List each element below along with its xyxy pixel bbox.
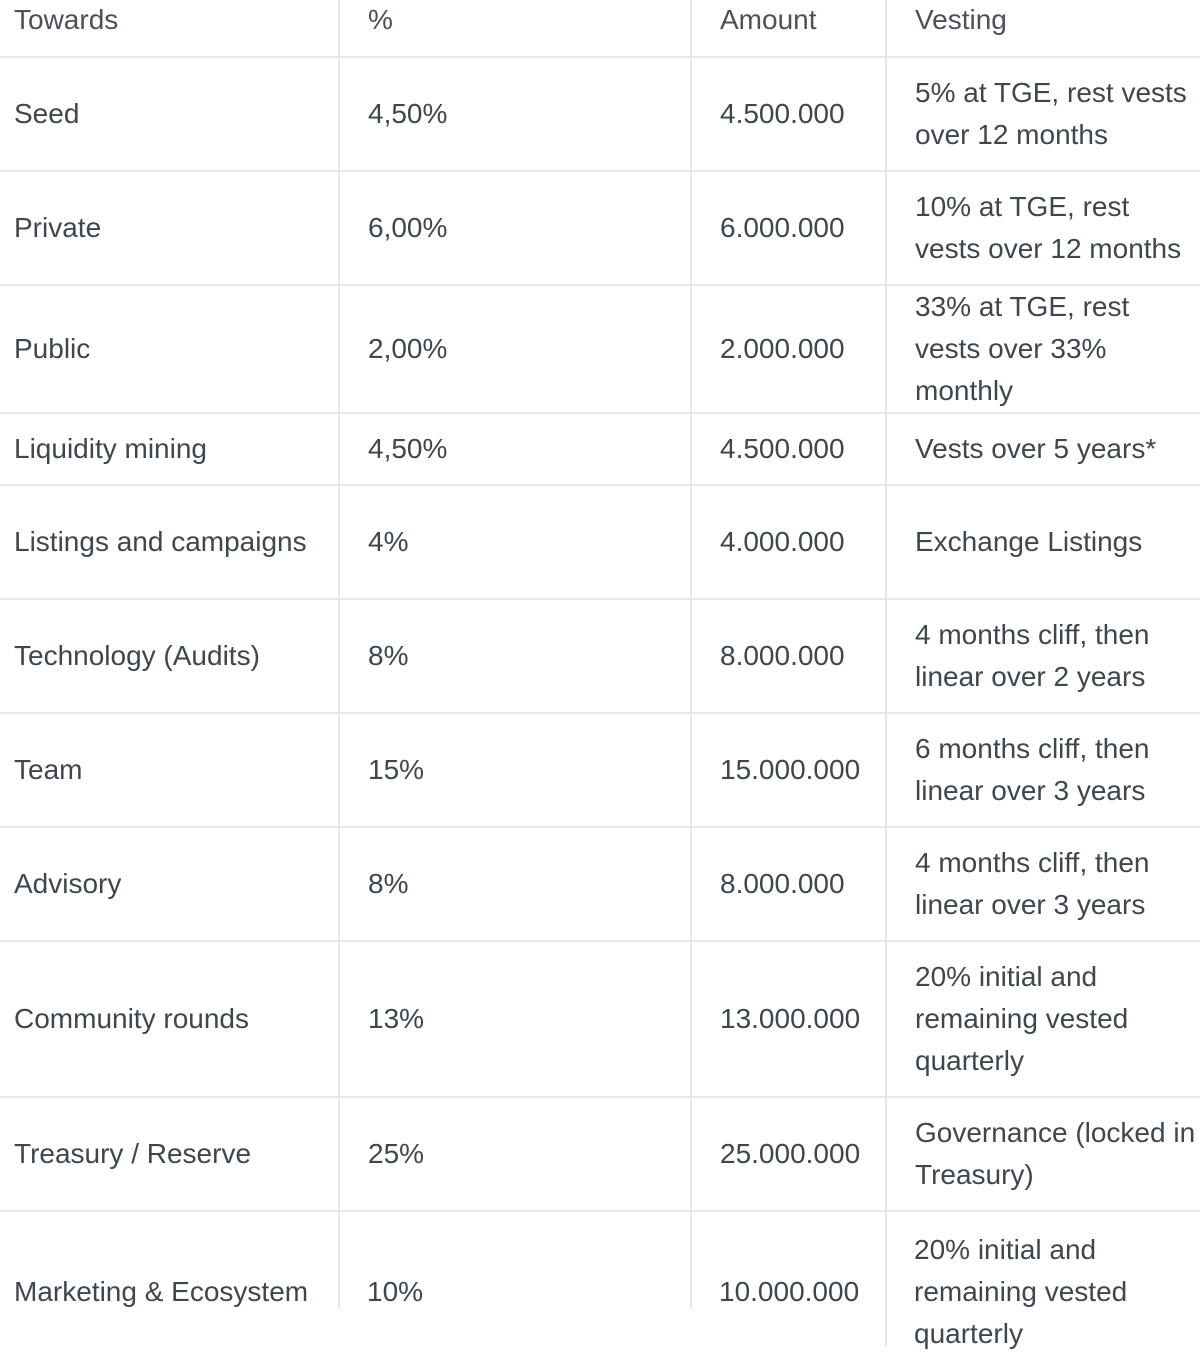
cell-amount: 8.000.000 bbox=[691, 827, 887, 941]
cell-amount: 13.000.000 bbox=[691, 941, 887, 1097]
cell-amount: 2.000.000 bbox=[691, 285, 887, 413]
cell-vesting: Governance (locked in Treasury) bbox=[915, 1117, 1196, 1190]
cell-percent: 8% bbox=[339, 827, 692, 941]
cell-percent: 4,50% bbox=[339, 413, 692, 485]
table-row: Private 6,00% 6.000.000 10% at TGE, rest… bbox=[0, 171, 1200, 285]
cell-vesting: Exchange Listings bbox=[915, 526, 1143, 557]
column-divider bbox=[338, 1202, 340, 1309]
table-row: Marketing & Ecosystem 10% 10.000.000 20%… bbox=[0, 1211, 1200, 1371]
table-row: Advisory 8% 8.000.000 4 months cliff, th… bbox=[0, 827, 1200, 941]
cell-vesting: 33% at TGE, rest vests over 33% monthly bbox=[915, 291, 1130, 406]
cell-towards: Treasury / Reserve bbox=[0, 1097, 340, 1211]
cell-percent: 2,00% bbox=[339, 285, 692, 413]
header-percent: % bbox=[339, 0, 692, 57]
cell-towards: Liquidity mining bbox=[0, 413, 340, 485]
table-row: Community rounds 13% 13.000.000 20% init… bbox=[0, 941, 1200, 1097]
cell-percent: 4,50% bbox=[339, 57, 692, 171]
cell-percent: 6,00% bbox=[339, 171, 692, 285]
cell-amount: 4.000.000 bbox=[691, 485, 887, 599]
cell-vesting: 20% initial and remaining vested quarter… bbox=[915, 961, 1129, 1076]
cell-vesting: 5% at TGE, rest vests over 12 months bbox=[915, 77, 1187, 150]
table-row: Team 15% 15.000.000 6 months cliff, then… bbox=[0, 713, 1200, 827]
table-row: Public 2,00% 2.000.000 33% at TGE, rest … bbox=[0, 285, 1200, 413]
cell-amount: 25.000.000 bbox=[691, 1097, 887, 1211]
cell-vesting: 20% initial and remaining vested quarter… bbox=[914, 1233, 1128, 1349]
cell-towards: Community rounds bbox=[0, 941, 340, 1097]
cell-amount: 4.500.000 bbox=[691, 57, 887, 171]
cell-towards: Advisory bbox=[0, 827, 340, 941]
table-header-row: Towards % Amount Vesting bbox=[0, 0, 1200, 57]
cell-amount: 15.000.000 bbox=[691, 713, 887, 827]
cell-amount: 10.000.000 bbox=[719, 1275, 860, 1307]
cell-towards: Technology (Audits) bbox=[0, 599, 340, 713]
cell-towards: Public bbox=[0, 285, 340, 413]
cell-percent: 25% bbox=[339, 1097, 692, 1211]
header-amount: Amount bbox=[691, 0, 887, 57]
table-row: Listings and campaigns 4% 4.000.000 Exch… bbox=[0, 485, 1200, 599]
cell-towards: Marketing & Ecosystem bbox=[14, 1275, 309, 1307]
cell-amount: 4.500.000 bbox=[691, 413, 887, 485]
column-divider bbox=[885, 1202, 887, 1347]
cell-vesting: 10% at TGE, rest vests over 12 months bbox=[915, 191, 1182, 264]
cell-amount: 8.000.000 bbox=[691, 599, 887, 713]
cell-towards: Seed bbox=[0, 57, 340, 171]
cell-percent: 13% bbox=[339, 941, 692, 1097]
cell-vesting: 4 months cliff, then linear over 3 years bbox=[915, 847, 1150, 920]
table-row: Seed 4,50% 4.500.000 5% at TGE, rest ves… bbox=[0, 57, 1200, 171]
header-towards: Towards bbox=[0, 0, 340, 57]
header-vesting: Vesting bbox=[915, 4, 1007, 35]
cell-vesting: Vests over 5 years* bbox=[915, 433, 1157, 464]
cell-towards: Team bbox=[0, 713, 340, 827]
cell-percent: 15% bbox=[339, 713, 692, 827]
cell-vesting: 6 months cliff, then linear over 3 years bbox=[915, 733, 1150, 806]
column-divider bbox=[690, 1202, 692, 1309]
cell-towards: Listings and campaigns bbox=[0, 485, 340, 599]
cell-vesting: 4 months cliff, then linear over 2 years bbox=[915, 619, 1150, 692]
table-row: Treasury / Reserve 25% 25.000.000 Govern… bbox=[0, 1097, 1200, 1211]
cell-percent: 4% bbox=[339, 485, 692, 599]
table-row: Technology (Audits) 8% 8.000.000 4 month… bbox=[0, 599, 1200, 713]
cell-amount: 6.000.000 bbox=[691, 171, 887, 285]
table-row: Liquidity mining 4,50% 4.500.000 Vests o… bbox=[0, 413, 1200, 485]
cell-percent: 8% bbox=[339, 599, 692, 713]
cell-towards: Private bbox=[0, 171, 340, 285]
cell-percent: 10% bbox=[367, 1275, 424, 1307]
